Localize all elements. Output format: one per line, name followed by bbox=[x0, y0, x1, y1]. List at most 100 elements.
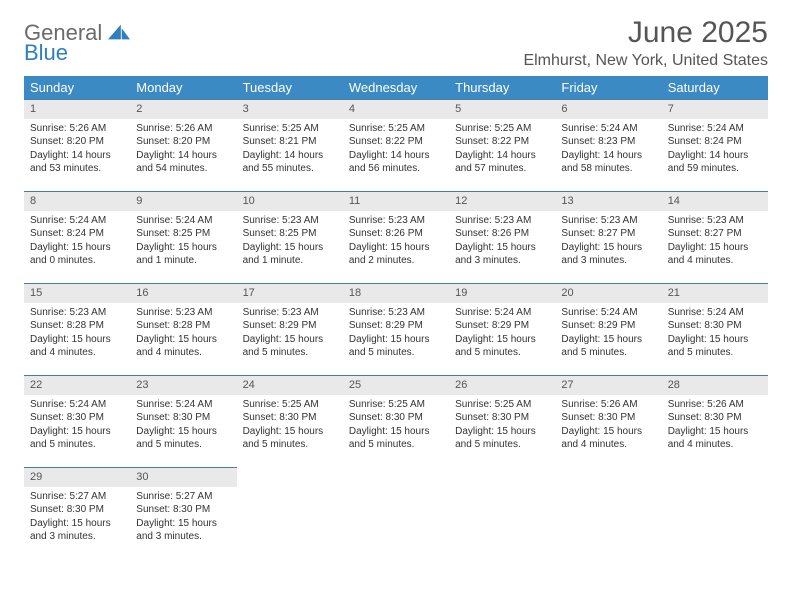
day-number: 13 bbox=[555, 192, 661, 211]
daylight-text: Daylight: 15 hours and 4 minutes. bbox=[561, 425, 655, 452]
day-body: Sunrise: 5:24 AMSunset: 8:29 PMDaylight:… bbox=[555, 303, 661, 368]
logo-text: General Blue bbox=[24, 22, 130, 64]
daylight-text: Daylight: 14 hours and 58 minutes. bbox=[561, 149, 655, 176]
day-cell: 25Sunrise: 5:25 AMSunset: 8:30 PMDayligh… bbox=[343, 376, 449, 468]
day-body: Sunrise: 5:24 AMSunset: 8:23 PMDaylight:… bbox=[555, 119, 661, 184]
day-body: Sunrise: 5:25 AMSunset: 8:22 PMDaylight:… bbox=[343, 119, 449, 184]
day-cell: 15Sunrise: 5:23 AMSunset: 8:28 PMDayligh… bbox=[24, 284, 130, 376]
sunset-text: Sunset: 8:25 PM bbox=[136, 227, 230, 241]
day-cell: 2Sunrise: 5:26 AMSunset: 8:20 PMDaylight… bbox=[130, 100, 236, 192]
day-number: 8 bbox=[24, 192, 130, 211]
day-body: Sunrise: 5:24 AMSunset: 8:24 PMDaylight:… bbox=[662, 119, 768, 184]
daylight-text: Daylight: 15 hours and 4 minutes. bbox=[668, 241, 762, 268]
day-number: 3 bbox=[237, 100, 343, 119]
sunset-text: Sunset: 8:29 PM bbox=[561, 319, 655, 333]
sunrise-text: Sunrise: 5:24 AM bbox=[668, 306, 762, 320]
day-number: 23 bbox=[130, 376, 236, 395]
sunset-text: Sunset: 8:21 PM bbox=[243, 135, 337, 149]
sunrise-text: Sunrise: 5:24 AM bbox=[455, 306, 549, 320]
day-number: 16 bbox=[130, 284, 236, 303]
weekday-header: Monday bbox=[130, 76, 236, 100]
daylight-text: Daylight: 15 hours and 4 minutes. bbox=[30, 333, 124, 360]
daylight-text: Daylight: 15 hours and 3 minutes. bbox=[455, 241, 549, 268]
daylight-text: Daylight: 14 hours and 53 minutes. bbox=[30, 149, 124, 176]
sunrise-text: Sunrise: 5:24 AM bbox=[136, 398, 230, 412]
day-cell: 21Sunrise: 5:24 AMSunset: 8:30 PMDayligh… bbox=[662, 284, 768, 376]
sunset-text: Sunset: 8:28 PM bbox=[136, 319, 230, 333]
day-cell: 30Sunrise: 5:27 AMSunset: 8:30 PMDayligh… bbox=[130, 468, 236, 560]
sunset-text: Sunset: 8:27 PM bbox=[668, 227, 762, 241]
day-cell: 14Sunrise: 5:23 AMSunset: 8:27 PMDayligh… bbox=[662, 192, 768, 284]
daylight-text: Daylight: 15 hours and 5 minutes. bbox=[136, 425, 230, 452]
day-body: Sunrise: 5:26 AMSunset: 8:30 PMDaylight:… bbox=[555, 395, 661, 460]
day-cell: 20Sunrise: 5:24 AMSunset: 8:29 PMDayligh… bbox=[555, 284, 661, 376]
day-number: 5 bbox=[449, 100, 555, 119]
day-number: 14 bbox=[662, 192, 768, 211]
header: General Blue June 2025 Elmhurst, New Yor… bbox=[24, 16, 768, 70]
daylight-text: Daylight: 15 hours and 3 minutes. bbox=[136, 517, 230, 544]
title-block: June 2025 Elmhurst, New York, United Sta… bbox=[523, 16, 768, 70]
sunset-text: Sunset: 8:30 PM bbox=[455, 411, 549, 425]
day-body: Sunrise: 5:26 AMSunset: 8:20 PMDaylight:… bbox=[24, 119, 130, 184]
day-cell: 5Sunrise: 5:25 AMSunset: 8:22 PMDaylight… bbox=[449, 100, 555, 192]
weekday-header: Wednesday bbox=[343, 76, 449, 100]
sunset-text: Sunset: 8:25 PM bbox=[243, 227, 337, 241]
day-body: Sunrise: 5:25 AMSunset: 8:30 PMDaylight:… bbox=[237, 395, 343, 460]
daylight-text: Daylight: 15 hours and 5 minutes. bbox=[349, 425, 443, 452]
daylight-text: Daylight: 15 hours and 0 minutes. bbox=[30, 241, 124, 268]
day-cell bbox=[237, 468, 343, 560]
sunrise-text: Sunrise: 5:26 AM bbox=[136, 122, 230, 136]
day-cell: 8Sunrise: 5:24 AMSunset: 8:24 PMDaylight… bbox=[24, 192, 130, 284]
sunrise-text: Sunrise: 5:25 AM bbox=[349, 398, 443, 412]
day-number: 15 bbox=[24, 284, 130, 303]
day-number: 24 bbox=[237, 376, 343, 395]
sunset-text: Sunset: 8:27 PM bbox=[561, 227, 655, 241]
day-cell bbox=[555, 468, 661, 560]
day-cell: 24Sunrise: 5:25 AMSunset: 8:30 PMDayligh… bbox=[237, 376, 343, 468]
day-cell: 23Sunrise: 5:24 AMSunset: 8:30 PMDayligh… bbox=[130, 376, 236, 468]
day-cell: 17Sunrise: 5:23 AMSunset: 8:29 PMDayligh… bbox=[237, 284, 343, 376]
day-number: 7 bbox=[662, 100, 768, 119]
daylight-text: Daylight: 15 hours and 5 minutes. bbox=[561, 333, 655, 360]
day-number: 1 bbox=[24, 100, 130, 119]
sunset-text: Sunset: 8:20 PM bbox=[30, 135, 124, 149]
day-cell: 28Sunrise: 5:26 AMSunset: 8:30 PMDayligh… bbox=[662, 376, 768, 468]
day-cell: 22Sunrise: 5:24 AMSunset: 8:30 PMDayligh… bbox=[24, 376, 130, 468]
daylight-text: Daylight: 15 hours and 4 minutes. bbox=[668, 425, 762, 452]
day-body: Sunrise: 5:23 AMSunset: 8:27 PMDaylight:… bbox=[555, 211, 661, 276]
daylight-text: Daylight: 15 hours and 5 minutes. bbox=[349, 333, 443, 360]
sunrise-text: Sunrise: 5:23 AM bbox=[349, 214, 443, 228]
daylight-text: Daylight: 15 hours and 5 minutes. bbox=[243, 333, 337, 360]
day-cell: 26Sunrise: 5:25 AMSunset: 8:30 PMDayligh… bbox=[449, 376, 555, 468]
day-body: Sunrise: 5:23 AMSunset: 8:28 PMDaylight:… bbox=[130, 303, 236, 368]
daylight-text: Daylight: 15 hours and 3 minutes. bbox=[561, 241, 655, 268]
day-cell bbox=[662, 468, 768, 560]
day-number: 26 bbox=[449, 376, 555, 395]
day-cell: 3Sunrise: 5:25 AMSunset: 8:21 PMDaylight… bbox=[237, 100, 343, 192]
page-title: June 2025 bbox=[523, 16, 768, 50]
sunrise-text: Sunrise: 5:27 AM bbox=[136, 490, 230, 504]
sunrise-text: Sunrise: 5:25 AM bbox=[243, 398, 337, 412]
day-number: 30 bbox=[130, 468, 236, 487]
sunset-text: Sunset: 8:30 PM bbox=[136, 411, 230, 425]
daylight-text: Daylight: 15 hours and 5 minutes. bbox=[243, 425, 337, 452]
sunrise-text: Sunrise: 5:27 AM bbox=[30, 490, 124, 504]
day-cell: 27Sunrise: 5:26 AMSunset: 8:30 PMDayligh… bbox=[555, 376, 661, 468]
weekday-header: Friday bbox=[555, 76, 661, 100]
sunset-text: Sunset: 8:20 PM bbox=[136, 135, 230, 149]
day-body: Sunrise: 5:24 AMSunset: 8:30 PMDaylight:… bbox=[130, 395, 236, 460]
sunrise-text: Sunrise: 5:26 AM bbox=[30, 122, 124, 136]
day-number: 11 bbox=[343, 192, 449, 211]
week-row: 22Sunrise: 5:24 AMSunset: 8:30 PMDayligh… bbox=[24, 376, 768, 468]
sunrise-text: Sunrise: 5:25 AM bbox=[243, 122, 337, 136]
day-body: Sunrise: 5:25 AMSunset: 8:21 PMDaylight:… bbox=[237, 119, 343, 184]
day-number: 9 bbox=[130, 192, 236, 211]
sunset-text: Sunset: 8:22 PM bbox=[455, 135, 549, 149]
sunrise-text: Sunrise: 5:23 AM bbox=[243, 306, 337, 320]
sunrise-text: Sunrise: 5:23 AM bbox=[349, 306, 443, 320]
daylight-text: Daylight: 14 hours and 59 minutes. bbox=[668, 149, 762, 176]
week-row: 29Sunrise: 5:27 AMSunset: 8:30 PMDayligh… bbox=[24, 468, 768, 560]
day-cell: 1Sunrise: 5:26 AMSunset: 8:20 PMDaylight… bbox=[24, 100, 130, 192]
daylight-text: Daylight: 14 hours and 56 minutes. bbox=[349, 149, 443, 176]
day-number: 6 bbox=[555, 100, 661, 119]
